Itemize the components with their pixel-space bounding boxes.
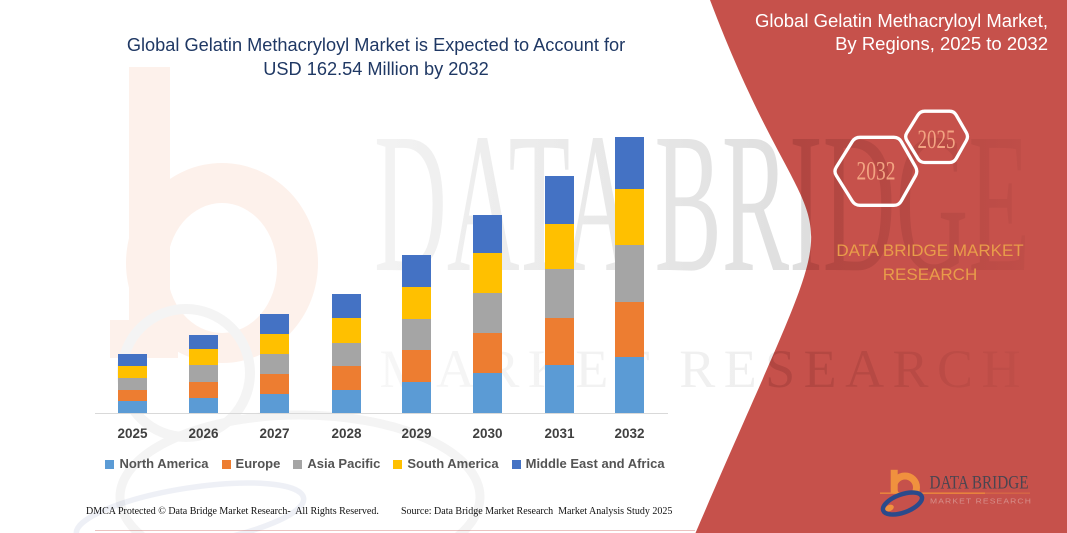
svg-text:MARKET RESEARCH: MARKET RESEARCH [930,497,1032,506]
svg-text:2025: 2025 [918,125,956,154]
svg-text:2032: 2032 [857,157,896,186]
svg-text:DATA BRIDGE: DATA BRIDGE [930,474,1029,494]
